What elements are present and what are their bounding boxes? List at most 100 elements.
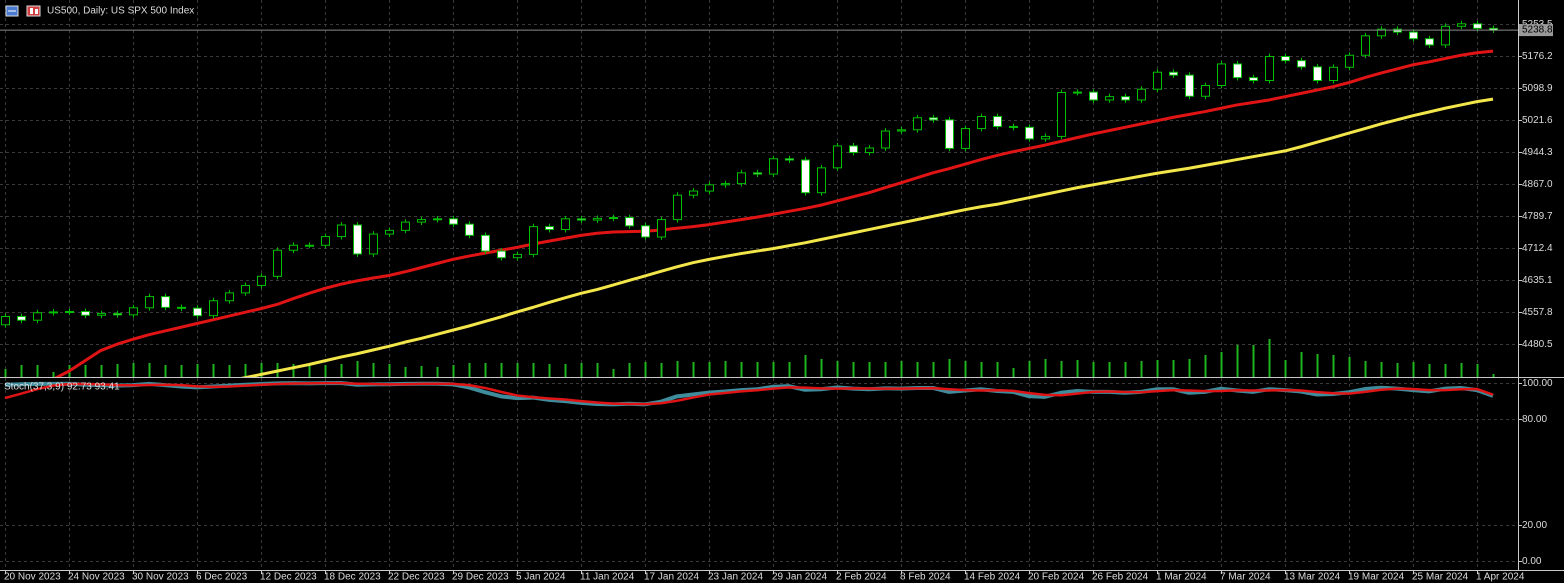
- candle-body: [1121, 96, 1130, 101]
- y-tick-label: 5021.6: [1522, 115, 1553, 126]
- candle-body: [1217, 63, 1226, 86]
- candle-body: [241, 284, 250, 294]
- candle-body: [769, 158, 778, 175]
- candle-body: [913, 117, 922, 131]
- candle-body: [929, 117, 938, 121]
- candle-body: [161, 296, 170, 308]
- candle-body: [833, 145, 842, 169]
- y-tick-label: 4789.7: [1522, 211, 1553, 222]
- candle-body: [497, 250, 506, 259]
- candle-body: [97, 313, 106, 316]
- icon: [30, 8, 33, 14]
- y-tick-label: 4480.5: [1522, 339, 1553, 350]
- price-pane: [0, 20, 1518, 377]
- x-tick-label: 25 Mar 2024: [1412, 572, 1469, 583]
- candle-body: [1313, 66, 1322, 82]
- candle-body: [289, 244, 298, 251]
- y-tick-label: 5098.9: [1522, 83, 1553, 94]
- candle-body: [385, 229, 394, 235]
- candle-body: [849, 145, 858, 154]
- candle-body: [1329, 66, 1338, 82]
- candle-body: [401, 221, 410, 231]
- y-tick-label: 80.00: [1522, 414, 1547, 425]
- candle-body: [545, 226, 554, 231]
- candle-body: [1457, 23, 1466, 27]
- candle-body: [529, 226, 538, 255]
- candle-body: [1425, 38, 1434, 46]
- candle-body: [1041, 135, 1050, 140]
- candle-body: [881, 130, 890, 149]
- candle-body: [129, 307, 138, 316]
- candle-body: [81, 311, 90, 316]
- x-tick-label: 24 Nov 2023: [68, 572, 125, 583]
- candle-body: [945, 119, 954, 149]
- indicator-title: Stoch(37,3,9) 92.73 93.41: [4, 382, 120, 393]
- candle-body: [1025, 126, 1034, 140]
- candle-body: [657, 219, 666, 238]
- candle-body: [113, 313, 122, 316]
- x-tick-label: 23 Jan 2024: [708, 572, 763, 583]
- candle-body: [1409, 31, 1418, 40]
- candle-body: [1281, 56, 1290, 62]
- chart-title: US500, Daily: US SPX 500 Index: [47, 6, 194, 17]
- candle-body: [865, 147, 874, 154]
- candle-body: [817, 167, 826, 194]
- candle-body: [257, 275, 266, 286]
- title-icons: [5, 5, 41, 17]
- y-tick-label: 4944.3: [1522, 147, 1553, 158]
- candle-body: [305, 244, 314, 247]
- x-tick-label: 22 Dec 2023: [388, 572, 445, 583]
- candle-body: [1345, 54, 1354, 68]
- x-tick-label: 2 Feb 2024: [836, 572, 887, 583]
- candle-body: [1137, 88, 1146, 101]
- candle-body: [1249, 77, 1258, 82]
- candle-body: [49, 311, 58, 314]
- x-tick-label: 29 Dec 2023: [452, 572, 509, 583]
- candle-body: [641, 225, 650, 238]
- candle-body: [433, 218, 442, 221]
- candle-body: [1105, 96, 1114, 101]
- candle-body: [145, 296, 154, 309]
- y-tick-label: 0.00: [1522, 556, 1542, 567]
- candle-body: [1201, 84, 1210, 97]
- grid: [0, 0, 1518, 570]
- candle-body: [705, 184, 714, 192]
- x-tick-label: 29 Jan 2024: [772, 572, 827, 583]
- y-tick-label: 100.00: [1522, 378, 1553, 389]
- x-tick-label: 17 Jan 2024: [644, 572, 699, 583]
- y-tick-label: 4712.4: [1522, 243, 1553, 254]
- candle-body: [65, 311, 74, 314]
- x-tick-label: 7 Mar 2024: [1220, 572, 1271, 583]
- x-tick-label: 6 Dec 2023: [196, 572, 248, 583]
- candle-body: [449, 218, 458, 225]
- y-tick-label: 5176.2: [1522, 51, 1553, 62]
- candle-body: [993, 116, 1002, 127]
- candle-body: [1361, 35, 1370, 56]
- candle-body: [721, 183, 730, 186]
- x-tick-label: 19 Mar 2024: [1348, 572, 1405, 583]
- candle-body: [577, 218, 586, 221]
- candle-body: [321, 236, 330, 246]
- y-tick-label: 4557.8: [1522, 307, 1553, 318]
- candle-body: [593, 217, 602, 221]
- x-tick-label: 13 Mar 2024: [1284, 572, 1341, 583]
- candle-body: [801, 159, 810, 194]
- icon: [26, 5, 41, 17]
- x-tick-label: 1 Apr 2024: [1476, 572, 1525, 583]
- candle-body: [1297, 60, 1306, 68]
- moving-average: [240, 97, 1494, 377]
- x-tick-label: 26 Feb 2024: [1092, 572, 1149, 583]
- icon: [35, 9, 38, 14]
- candle-body: [1393, 28, 1402, 33]
- candle-body: [1057, 92, 1066, 137]
- candle-body: [209, 300, 218, 317]
- x-tick-label: 5 Jan 2024: [516, 572, 566, 583]
- candle-body: [337, 224, 346, 238]
- candle-body: [1, 315, 10, 326]
- x-tick-label: 20 Feb 2024: [1028, 572, 1085, 583]
- y-tick-label: 4635.1: [1522, 275, 1553, 286]
- candle-body: [609, 217, 618, 220]
